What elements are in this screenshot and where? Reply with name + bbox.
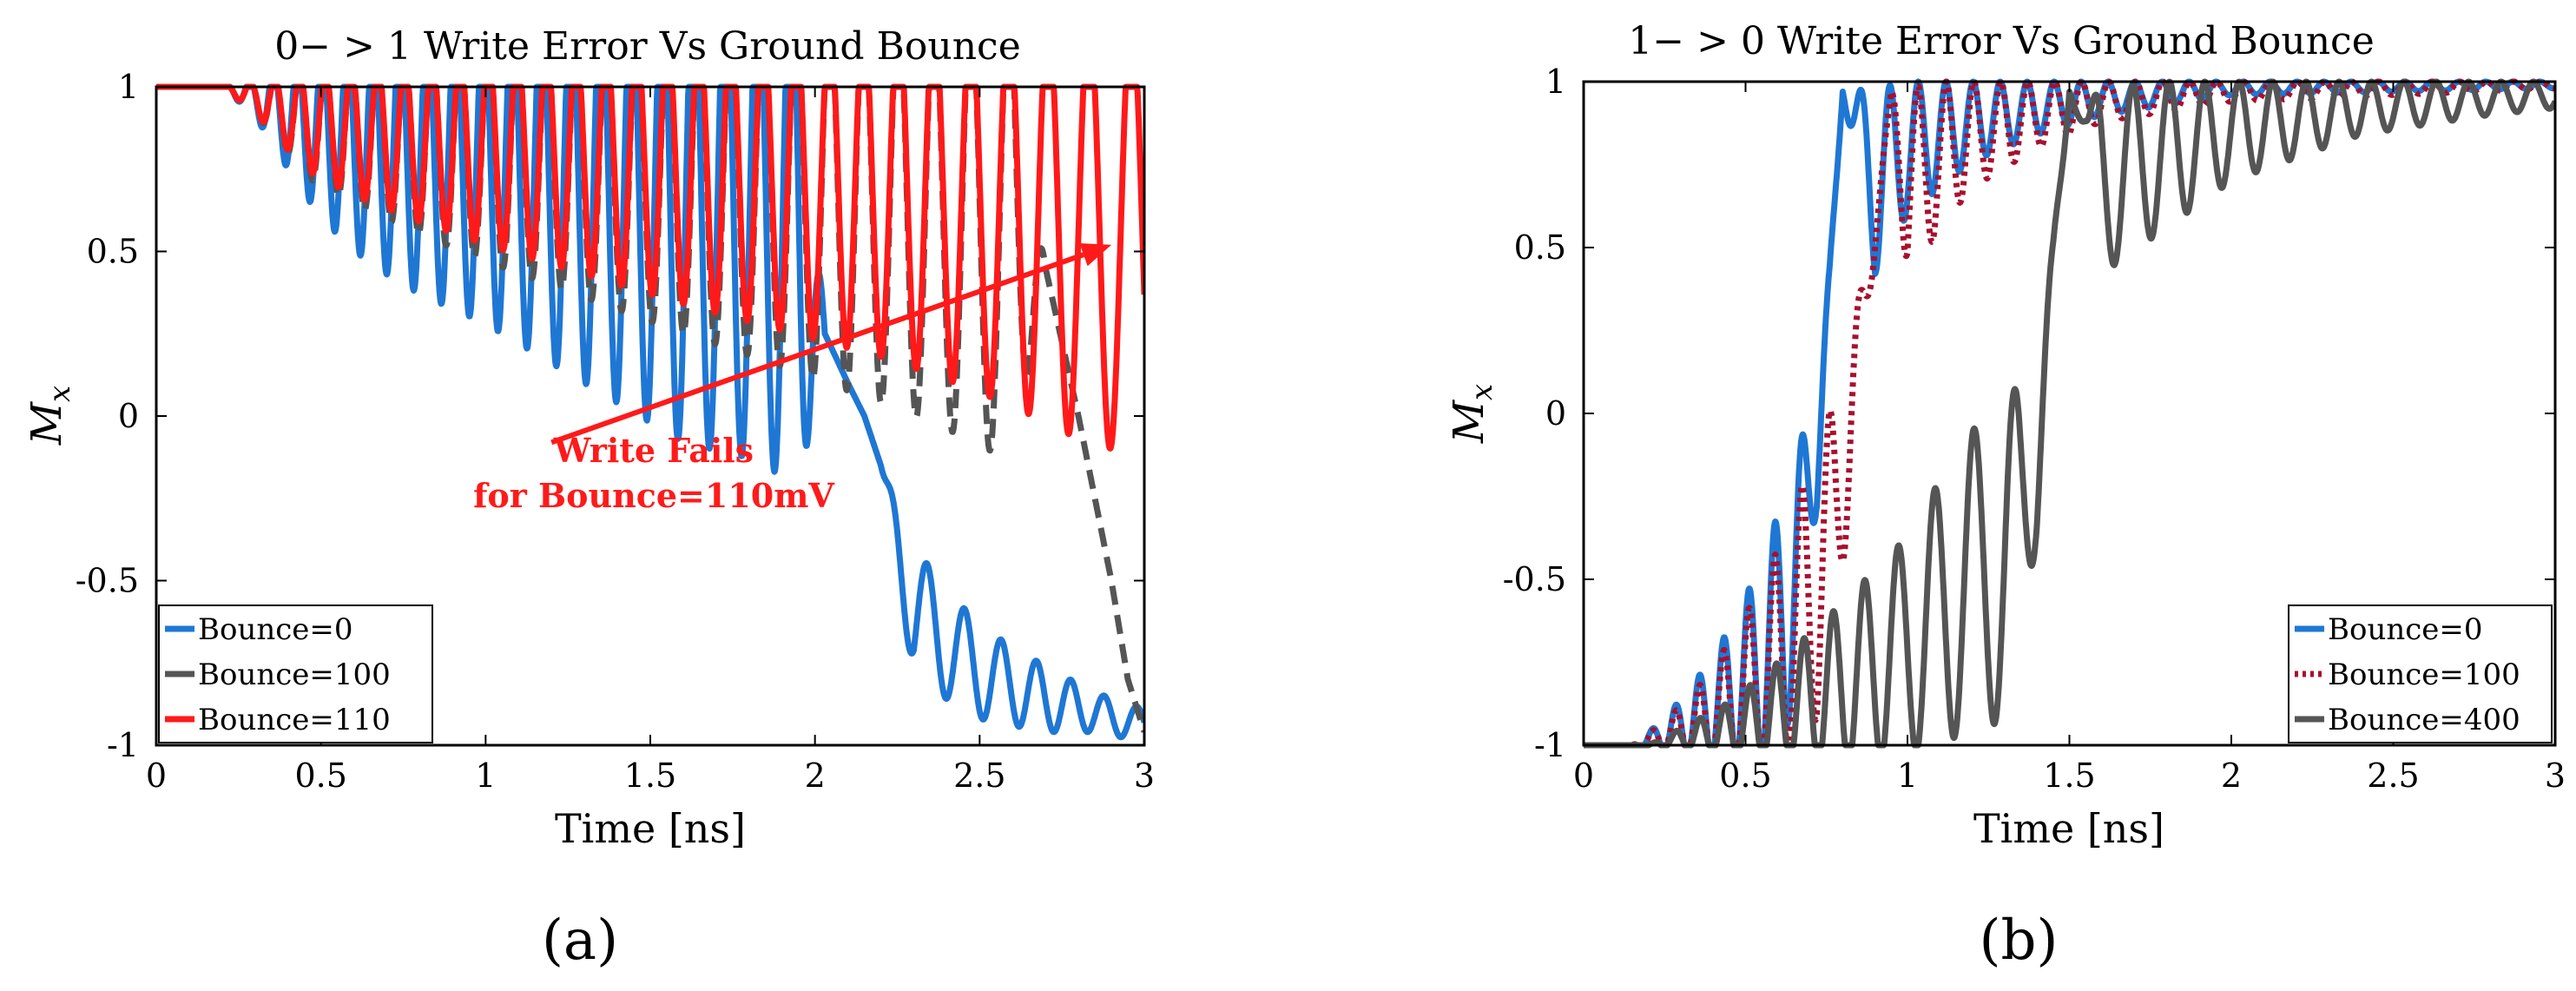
chart-b-legend: Bounce=0 Bounce=100 Bounce=400: [2288, 605, 2553, 743]
chart-b-ylabel-sub: x: [1465, 384, 1499, 400]
chart-a-xlabel: Time [ns]: [555, 805, 746, 852]
y-tick-label: 0.5: [1514, 228, 1566, 267]
x-tick-label: 1: [475, 756, 496, 795]
x-tick-label: 1.5: [2043, 756, 2095, 795]
x-tick-label: 0: [1573, 756, 1594, 795]
chart-a-annotation: Write Fails for Bounce=110mV: [473, 243, 1112, 515]
x-tick-label: 2.5: [953, 756, 1005, 795]
y-tick-label: -1: [107, 726, 139, 764]
chart-panel-a: 0− > 1 Write Error Vs Ground Bounce 0 0.5…: [23, 24, 1155, 973]
x-tick-label: 2: [805, 756, 826, 795]
y-tick-label: 0: [1545, 394, 1566, 433]
y-tick-label: -1: [1534, 726, 1566, 764]
x-tick-label: 0: [146, 756, 167, 795]
chart-a-legend: Bounce=0 Bounce=100 Bounce=110: [158, 605, 433, 743]
legend-label-bounce-100: Bounce=100: [198, 657, 391, 692]
chart-b-ylabel: Mx: [1445, 384, 1499, 444]
chart-a-ylabel-sub: x: [43, 386, 77, 402]
x-tick-label: 0.5: [1719, 756, 1771, 795]
legend-box: [158, 605, 433, 743]
legend-label-bounce-0: Bounce=0: [198, 612, 353, 647]
annotation-arrow-head: [1079, 243, 1112, 267]
series-line-bounce-100: [1584, 78, 2555, 749]
panel-label-b: (b): [1980, 908, 2059, 973]
annotation-line-2: for Bounce=110mV: [473, 476, 835, 515]
x-tick-label: 3: [1134, 756, 1155, 795]
y-tick-label: -0.5: [1503, 560, 1566, 598]
legend-box: [2288, 605, 2553, 743]
chart-a-ylabel-main: M: [23, 400, 71, 446]
x-tick-label: 1.5: [624, 756, 676, 795]
legend-label-bounce-400: Bounce=400: [2328, 703, 2520, 737]
annotation-arrow: [550, 252, 1084, 446]
chart-panel-b: 1− > 0 Write Error Vs Ground Bounce 0 0.5…: [1445, 19, 2566, 973]
y-tick-label: 1: [118, 68, 139, 106]
x-tick-label: 0.5: [294, 756, 346, 795]
x-tick-label: 3: [2545, 756, 2566, 795]
y-tick-label: 0.5: [87, 233, 139, 271]
y-tick-label: -0.5: [76, 562, 139, 600]
x-tick-label: 2.5: [2367, 756, 2419, 795]
annotation-line-1: Write Fails: [553, 431, 754, 470]
y-tick-label: 0: [118, 397, 139, 435]
chart-b-title: 1− > 0 Write Error Vs Ground Bounce: [1628, 19, 2374, 63]
chart-b-ylabel-main: M: [1445, 399, 1493, 444]
svg-text:Mx: Mx: [1445, 384, 1499, 444]
panel-label-a: (a): [542, 908, 618, 973]
chart-a-ylabel: Mx: [23, 386, 77, 446]
y-tick-label: 1: [1545, 63, 1566, 101]
legend-label-bounce-100: Bounce=100: [2328, 657, 2520, 692]
legend-label-bounce-0: Bounce=0: [2328, 612, 2483, 647]
legend-label-bounce-110: Bounce=110: [198, 703, 391, 737]
chart-a-title: 0− > 1 Write Error Vs Ground Bounce: [274, 24, 1020, 69]
svg-text:Mx: Mx: [23, 386, 77, 446]
chart-b-xlabel: Time [ns]: [1973, 805, 2164, 852]
x-tick-label: 2: [2221, 756, 2242, 795]
x-tick-label: 1: [1897, 756, 1918, 795]
